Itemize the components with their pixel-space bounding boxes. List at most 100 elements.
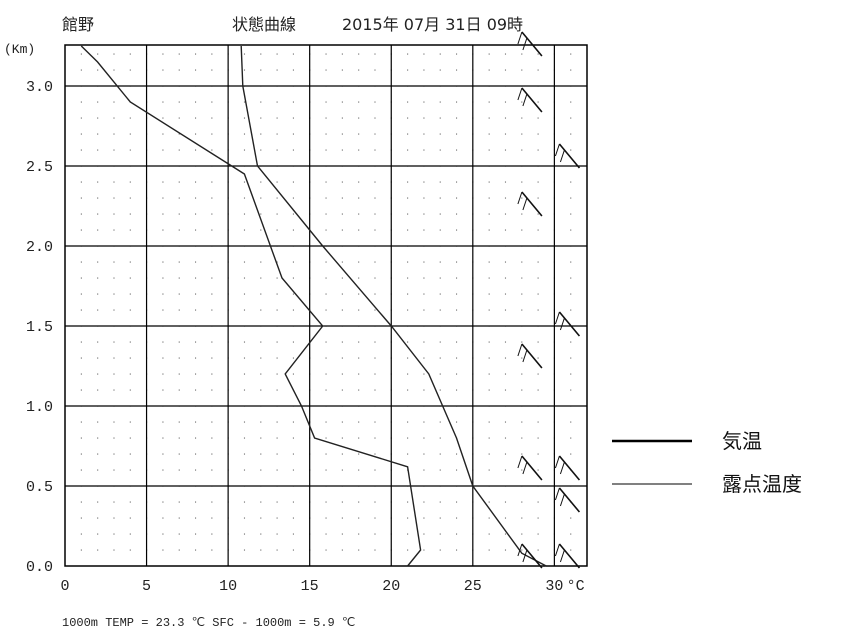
grid-dot (276, 277, 278, 279)
grid-dot (325, 389, 327, 391)
y-tick-label: 1.5 (26, 319, 53, 336)
grid-dot (80, 501, 82, 503)
grid-dot (325, 421, 327, 423)
grid-dot (521, 101, 523, 103)
grid-dot (358, 53, 360, 55)
grid-dot (243, 549, 246, 551)
grid-dot (260, 341, 262, 343)
grid-dot (211, 117, 213, 119)
grid-dot (570, 373, 572, 375)
grid-dot (113, 69, 115, 71)
y-tick-label: 3.0 (26, 79, 53, 96)
wind-barb (554, 143, 581, 169)
grid-dot (292, 469, 294, 471)
grid-dot (570, 421, 572, 423)
grid-dot (537, 437, 539, 439)
grid-dot (341, 373, 343, 375)
grid-dot (243, 117, 246, 119)
grid-dot (341, 213, 343, 215)
x-unit-label: °C (567, 578, 585, 595)
grid-dot (488, 101, 490, 103)
grid-dot (178, 181, 180, 183)
wind-barb (517, 343, 543, 369)
grid-dot (260, 533, 262, 535)
grid-dot (80, 533, 82, 535)
grid-dot (537, 277, 539, 279)
grid-dot (178, 357, 180, 359)
grid-dot (341, 549, 343, 551)
grid-dot (325, 501, 327, 503)
grid-dot (423, 181, 425, 183)
grid-dot (113, 341, 115, 343)
grid-dot (211, 197, 213, 199)
grid-dot (129, 181, 131, 183)
grid-dot (325, 453, 327, 455)
grid-dot (521, 293, 523, 295)
grid-dot (439, 469, 441, 471)
grid-dot (504, 517, 507, 519)
grid-dot (341, 101, 343, 103)
grid-dot (276, 213, 278, 215)
grid-dot (407, 533, 409, 535)
grid-dot (407, 501, 409, 503)
grid-dot (260, 517, 262, 519)
grid-dot (243, 213, 246, 215)
x-tick-label: 15 (301, 578, 319, 595)
grid-dot (374, 149, 376, 151)
grid-dot (537, 501, 539, 503)
grid-dot (504, 181, 507, 183)
grid-dot (129, 437, 131, 439)
grid-dot (374, 133, 376, 135)
grid-dot (488, 533, 490, 535)
grid-dot (570, 229, 572, 231)
grid-dot (570, 53, 572, 55)
grid-dot (243, 373, 246, 375)
grid-dot (521, 549, 523, 551)
grid-dot (341, 133, 343, 135)
grid-dot (358, 101, 360, 103)
grid-dot (97, 293, 99, 295)
grid-dot (374, 69, 376, 71)
grid-dot (195, 117, 197, 119)
grid-dot (276, 149, 278, 151)
grid-dot (407, 69, 409, 71)
grid-dot (243, 453, 246, 455)
grid-dot (521, 213, 523, 215)
grid-dot (407, 117, 409, 119)
grid-dot (456, 213, 458, 215)
grid-dot (456, 373, 458, 375)
grid-dot (358, 341, 360, 343)
grid-dot (195, 261, 197, 263)
grid-dot (80, 309, 82, 311)
grid-dot (276, 309, 278, 311)
grid-dot (537, 149, 539, 151)
grid-dot (211, 229, 213, 231)
grid-dot (456, 421, 458, 423)
grid-dot (195, 341, 197, 343)
grid-dot (521, 117, 523, 119)
grid-dot (570, 453, 572, 455)
grid-dot (456, 309, 458, 311)
grid-dot (129, 277, 131, 279)
grid-dot (456, 117, 458, 119)
grid-dot (504, 101, 507, 103)
grid-dot (358, 533, 360, 535)
grid-dot (211, 277, 213, 279)
grid-dot (211, 133, 213, 135)
grid-dot (504, 501, 507, 503)
grid-dot (358, 373, 360, 375)
grid-dot (211, 389, 213, 391)
grid-dot (407, 229, 409, 231)
grid-dot (211, 69, 213, 71)
grid-dot (374, 181, 376, 183)
grid-dot (211, 421, 213, 423)
grid-dot (276, 469, 278, 471)
grid-dot (129, 261, 131, 263)
grid-dot (243, 293, 246, 295)
grid-dot (325, 373, 327, 375)
grid-dot (80, 373, 82, 375)
grid-dot (325, 357, 327, 359)
grid-dot (195, 197, 197, 199)
grid-dot (211, 437, 213, 439)
